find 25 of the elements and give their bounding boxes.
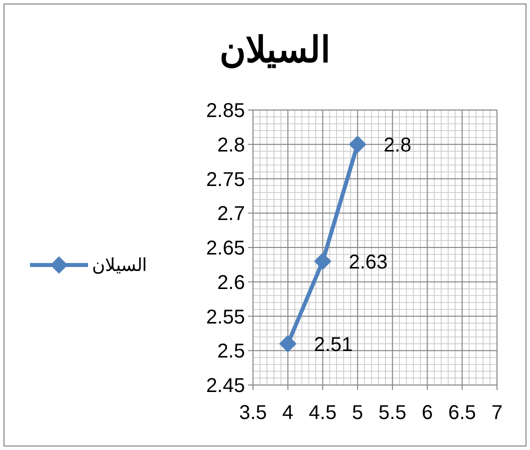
- chart-title: السيلان: [220, 29, 330, 70]
- y-tick-label: 2.75: [206, 168, 245, 191]
- y-tick-label: 2.85: [206, 100, 245, 122]
- y-tick-label: 2.5: [217, 340, 245, 363]
- x-tick-label: 5.5: [378, 402, 406, 424]
- y-tick-label: 2.7: [217, 203, 245, 226]
- point: [314, 252, 332, 270]
- y-tick-label: 2.55: [206, 306, 245, 328]
- data-label: 2.51: [314, 334, 353, 356]
- x-tick-label: 6.5: [448, 402, 476, 424]
- point: [349, 136, 366, 153]
- data-label: 2.63: [348, 251, 388, 274]
- x-tick-label: 7: [491, 402, 503, 424]
- y-tick-label: 2.65: [206, 238, 245, 260]
- x-tick-label: 6: [422, 402, 433, 424]
- data-label: 2.8: [384, 134, 412, 156]
- x-tick-label: 4: [282, 402, 294, 424]
- y-tick-label: 2.45: [206, 375, 245, 397]
- x-tick-label: 4.5: [308, 402, 337, 424]
- y-tick-label: 2.8: [217, 134, 245, 156]
- point: [279, 335, 296, 352]
- y-tick-label: 2.6: [217, 272, 245, 294]
- legend-label: السيلان: [92, 255, 147, 275]
- x-tick-label: 5: [352, 402, 364, 424]
- x-tick-label: 3.5: [239, 402, 267, 424]
